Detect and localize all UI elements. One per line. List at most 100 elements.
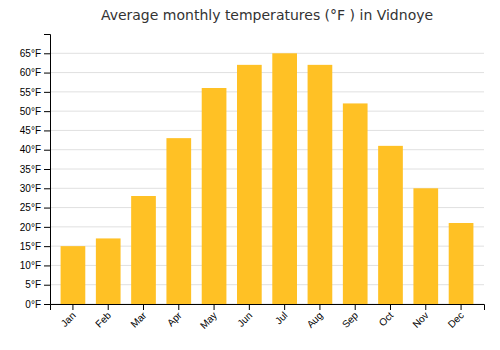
axis-line xyxy=(51,305,485,311)
tick-label: 20°F xyxy=(20,222,41,233)
grid-line xyxy=(50,53,484,54)
tick-label: 5°F xyxy=(25,279,41,290)
tick-mark xyxy=(108,304,109,310)
bar xyxy=(96,238,121,304)
tick-label: 10°F xyxy=(20,260,41,271)
tick: 55°F xyxy=(20,87,50,98)
tick-mark xyxy=(249,304,250,310)
tick-mark xyxy=(143,304,144,310)
tick-label: 25°F xyxy=(20,202,41,213)
tick-mark xyxy=(72,304,73,310)
tick-label: 45°F xyxy=(20,125,41,136)
tick-label: 65°F xyxy=(20,48,41,59)
tick: Dec xyxy=(446,304,466,330)
tick-label: Nov xyxy=(410,310,430,330)
grid-line xyxy=(50,111,484,112)
tick-label: Mar xyxy=(128,309,148,329)
tick-label: Jun xyxy=(235,310,254,329)
tick: 0°F xyxy=(25,299,50,310)
tick: 25°F xyxy=(20,202,50,213)
tick: Jun xyxy=(235,304,254,329)
tick: 10°F xyxy=(20,260,50,271)
tick-label: 60°F xyxy=(20,67,41,78)
tick: Apr xyxy=(165,304,184,328)
bar xyxy=(449,223,474,304)
tick-mark xyxy=(44,92,50,93)
tick-mark xyxy=(44,130,50,131)
tick-label: Aug xyxy=(305,310,325,330)
tick-label: Feb xyxy=(93,309,113,329)
tick: Jul xyxy=(273,304,290,326)
tick: 65°F xyxy=(20,48,50,59)
tick-label: 35°F xyxy=(20,164,41,175)
tick: 20°F xyxy=(20,222,50,233)
tick-label: 30°F xyxy=(20,183,41,194)
tick: Feb xyxy=(93,304,113,330)
tick-label: Oct xyxy=(377,310,396,329)
tick-mark xyxy=(178,304,179,310)
axis-line xyxy=(44,35,51,305)
tick: May xyxy=(198,304,219,331)
tick-label: 50°F xyxy=(20,106,41,117)
tick-label: 55°F xyxy=(20,87,41,98)
tick: Aug xyxy=(305,304,325,330)
x-axis: Jan Feb Mar Apr May Jun Jul Aug Sep Oct Nov Dec xyxy=(51,304,485,331)
grid-line xyxy=(50,130,484,131)
tick-mark xyxy=(44,265,50,266)
bar xyxy=(272,53,297,304)
tick-mark xyxy=(461,304,462,310)
tick: Oct xyxy=(377,304,396,328)
tick-mark xyxy=(319,304,320,310)
bar xyxy=(166,138,191,304)
tick: Jan xyxy=(59,304,78,329)
y-axis: 0°F 5°F 10°F 15°F 20°F 25°F 30°F 35°F 40°F 45°F 50… xyxy=(20,35,51,310)
bar xyxy=(237,65,262,304)
tick: Nov xyxy=(410,304,430,330)
tick-mark xyxy=(44,188,50,189)
tick-label: Dec xyxy=(446,310,466,330)
grid-line xyxy=(50,91,484,92)
bar xyxy=(131,196,156,304)
tick-mark xyxy=(284,304,285,310)
tick-mark xyxy=(44,53,50,54)
tick-mark xyxy=(425,304,426,310)
tick-mark xyxy=(44,208,50,209)
bar xyxy=(413,188,438,304)
grid-line xyxy=(50,72,484,73)
grid-line xyxy=(50,169,484,170)
tick-label: 40°F xyxy=(20,144,41,155)
grid-line xyxy=(50,149,484,150)
bar xyxy=(61,246,86,304)
tick-mark xyxy=(44,304,50,305)
tick: 50°F xyxy=(20,106,50,117)
tick: 5°F xyxy=(25,279,50,290)
title: Average monthly temperatures (°F ) in Vi… xyxy=(101,7,433,23)
tick-mark xyxy=(44,227,50,228)
tick-mark xyxy=(44,73,50,74)
tick-label: Sep xyxy=(340,309,361,330)
tick-label: Jul xyxy=(273,310,290,327)
bars xyxy=(61,53,474,304)
chart: 0°F 5°F 10°F 15°F 20°F 25°F 30°F 35°F 40°F 45°F 50… xyxy=(0,0,500,350)
tick-label: May xyxy=(198,310,219,331)
tick: Mar xyxy=(128,304,148,330)
tick: 60°F xyxy=(20,67,50,78)
tick-label: Jan xyxy=(59,310,78,329)
tick: 45°F xyxy=(20,125,50,136)
tick-mark xyxy=(355,304,356,310)
bar xyxy=(202,88,227,304)
tick-mark xyxy=(214,304,215,310)
bar xyxy=(308,65,333,304)
bar xyxy=(378,146,403,304)
tick-mark xyxy=(44,285,50,286)
grid xyxy=(50,53,484,304)
tick-mark xyxy=(390,304,391,310)
tick-mark xyxy=(44,111,50,112)
tick: 15°F xyxy=(20,241,50,252)
tick-mark xyxy=(44,246,50,247)
tick-label: 0°F xyxy=(25,299,41,310)
bar xyxy=(343,103,368,304)
tick-label: Apr xyxy=(165,309,184,328)
tick: 30°F xyxy=(20,183,50,194)
tick-mark xyxy=(44,150,50,151)
